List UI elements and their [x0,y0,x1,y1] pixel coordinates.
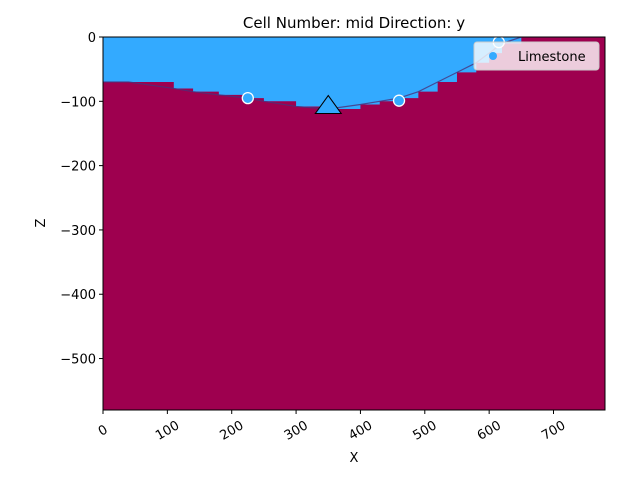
x-tick-label: 100 [153,418,182,443]
x-tick-label: 400 [346,418,375,443]
surface-point [392,94,406,107]
x-tick-label: 200 [217,418,246,443]
y-tick-label: −400 [60,288,96,303]
y-tick-label: −100 [60,95,96,110]
y-axis-label: Z [34,218,49,227]
basement-region [103,37,605,410]
legend-label: Limestone [518,50,586,65]
plot-area [102,36,606,411]
x-axis-label: X [350,451,359,466]
y-tick-label: −500 [60,353,96,368]
y-axis: 0 −100 −200 −300 −400 −500 [60,31,103,368]
x-tick-label: 700 [539,418,568,443]
x-tick-label: 600 [475,418,504,443]
legend-box [473,41,600,71]
y-tick-label: −300 [60,224,96,239]
chart-title: Cell Number: mid Direction: y [243,14,465,32]
x-axis: 0 100 200 300 400 500 600 700 [96,410,568,444]
x-tick-label: 300 [282,418,311,443]
plot-frame [102,36,606,411]
x-tick-label: 0 [96,422,111,439]
y-tick-label: −200 [60,160,96,175]
legend: Limestone [473,41,600,71]
y-tick-label: 0 [88,31,96,46]
surface-point [241,91,254,105]
orientation-marker [314,94,343,115]
legend-marker [489,52,497,60]
x-tick-label: 500 [411,418,440,443]
